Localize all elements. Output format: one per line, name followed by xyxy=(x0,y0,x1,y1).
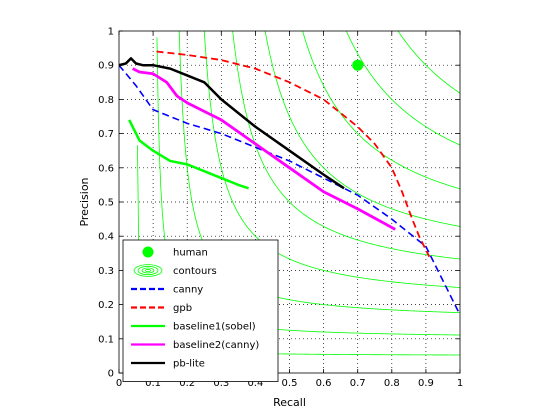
legend-label: pb-lite xyxy=(173,359,205,370)
y-tick-label: 0.5 xyxy=(98,198,114,209)
legend-item-contours: contours xyxy=(133,264,217,277)
legend-item-baseline2-canny: baseline2(canny) xyxy=(131,340,259,351)
series-line-baseline2-canny xyxy=(132,67,396,231)
y-tick-label: 0.7 xyxy=(98,129,114,140)
legend-label: canny xyxy=(173,285,203,296)
legend-box xyxy=(122,239,279,382)
x-tick-label: 0.1 xyxy=(145,378,161,389)
ticks: 0 0.1 0.2 0.3 0.4 0.5 0.6 0.7 0.8 0.9 1 0 0.1 0.2 0.3 0… xyxy=(98,27,463,390)
legend-item-baseline1-sobel: baseline1(sobel) xyxy=(131,322,256,333)
human-point xyxy=(352,59,364,71)
y-tick-label: 0.3 xyxy=(98,266,114,277)
series-group xyxy=(119,50,460,316)
legend-label: human xyxy=(173,248,208,259)
x-tick-label: 0.8 xyxy=(384,378,400,389)
x-tick-label: 1 xyxy=(457,378,463,389)
legend-swatch-contours xyxy=(133,264,163,277)
iso-f-contour xyxy=(203,31,460,288)
iso-f-contour xyxy=(264,31,460,227)
series-line-canny xyxy=(119,64,460,316)
legend-swatch-human xyxy=(142,246,154,258)
legend-item-gpb: gpb xyxy=(131,303,192,314)
y-tick-label: 1 xyxy=(108,27,114,38)
y-tick-label: 0.8 xyxy=(98,95,114,106)
legend-item-human: human xyxy=(142,246,208,259)
series-line-pb-lite xyxy=(119,57,345,190)
y-tick-label: 0.4 xyxy=(98,232,114,243)
legend-label: baseline2(canny) xyxy=(173,340,259,351)
x-tick-label: 0.7 xyxy=(350,378,366,389)
iso-f-contour xyxy=(397,31,460,94)
x-tick-label: 0.9 xyxy=(418,378,434,389)
y-tick-label: 0 xyxy=(108,369,114,380)
y-tick-label: 0.2 xyxy=(98,300,114,311)
legend-label: baseline1(sobel) xyxy=(173,322,256,333)
x-tick-label: 0 xyxy=(116,378,122,389)
x-tick-label: 0.4 xyxy=(247,378,263,389)
x-tick-label: 0.5 xyxy=(282,378,298,389)
x-tick-label: 0.2 xyxy=(179,378,195,389)
iso-f-contour xyxy=(232,31,460,260)
y-axis-label: Precision xyxy=(78,177,91,226)
legend: human contours canny gpb baseline1(sobel) bas… xyxy=(122,239,279,382)
legend-label: contours xyxy=(173,266,217,277)
legend-label: gpb xyxy=(173,303,192,314)
series-line-baseline1-sobel xyxy=(128,119,249,190)
legend-swatch-contours xyxy=(145,269,151,272)
x-tick-label: 0.6 xyxy=(316,378,332,389)
iso-f-contour xyxy=(302,31,460,190)
legend-swatch-contours xyxy=(137,265,159,276)
legend-swatch-contours xyxy=(141,267,155,274)
legend-item-pb-lite: pb-lite xyxy=(131,359,205,370)
x-axis-label: Recall xyxy=(273,396,306,409)
y-tick-label: 0.1 xyxy=(98,334,114,345)
x-tick-label: 0.3 xyxy=(213,378,229,389)
legend-item-canny: canny xyxy=(131,285,203,296)
y-tick-label: 0.9 xyxy=(98,61,114,72)
y-tick-label: 0.6 xyxy=(98,163,114,174)
